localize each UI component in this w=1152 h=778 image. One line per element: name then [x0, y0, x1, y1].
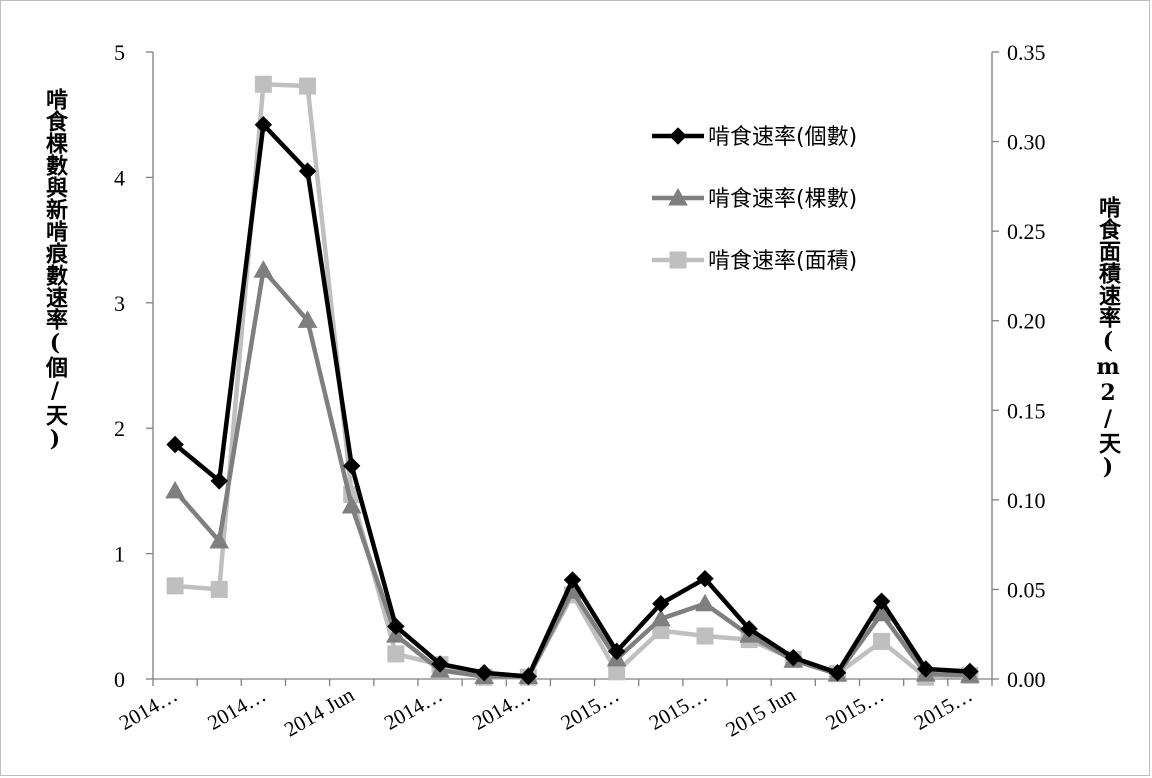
y-left-tick-label: 4: [114, 165, 125, 190]
data-point: [387, 617, 405, 636]
data-point: [650, 608, 671, 627]
x-tick-label: 2014…: [380, 683, 447, 735]
y-axis-left-label: 啃食棵數與新啃痕數速率(個/天): [42, 88, 68, 452]
y-left-tick-label: 5: [114, 40, 125, 65]
y-left-tick-label: 0: [114, 667, 125, 692]
y-right-tick-label: 0.25: [1007, 219, 1046, 244]
data-point: [298, 162, 317, 180]
x-tick-label: 2015 Jun: [722, 682, 801, 741]
series-group: [165, 75, 980, 686]
y-right-tick-label: 0.15: [1007, 398, 1046, 423]
data-point: [917, 660, 935, 678]
data-point: [209, 531, 230, 549]
x-tick-label: 2014…: [203, 683, 270, 735]
series-1: [166, 116, 979, 686]
data-point: [961, 662, 979, 681]
data-point: [696, 569, 714, 588]
data-point: [341, 495, 362, 514]
y-right-tick-label: 0.35: [1007, 40, 1046, 65]
data-point: [210, 580, 228, 598]
x-tick-label: 2015…: [910, 683, 977, 735]
data-point: [740, 620, 758, 638]
series-2: [165, 260, 980, 684]
data-point: [254, 75, 272, 93]
x-tick-label: 2014…: [115, 683, 182, 735]
data-point: [343, 457, 361, 475]
data-point: [166, 435, 184, 454]
data-point: [475, 664, 493, 682]
data-point: [166, 577, 184, 595]
x-tick-label: 2015…: [557, 683, 624, 735]
data-point: [784, 648, 802, 667]
legend: 啃食速率(個數) 啃食速率(棵數) 啃食速率(面積): [652, 125, 857, 274]
legend-swatch-marker: [669, 251, 687, 269]
legend-item-3: 啃食速率(面積): [652, 249, 857, 274]
legend-swatch-marker: [668, 187, 688, 206]
data-point: [563, 571, 582, 589]
data-point: [254, 116, 273, 134]
legend-label: 啃食速率(面積): [708, 249, 857, 274]
data-point: [828, 664, 847, 682]
data-point: [652, 595, 670, 613]
y-left-tick-label: 3: [114, 291, 125, 316]
y-right-tick-label: 0.20: [1007, 309, 1046, 334]
data-point: [695, 593, 715, 612]
x-tick-label: 2014 Jun: [280, 682, 359, 741]
data-point: [210, 472, 228, 490]
data-point: [519, 667, 538, 686]
data-point: [872, 592, 891, 610]
legend-swatch-marker: [669, 127, 687, 145]
y-right-tick-label: 0.00: [1007, 667, 1046, 692]
data-point: [873, 632, 891, 650]
y-left-tick-label: 2: [114, 416, 125, 441]
data-point: [253, 260, 274, 278]
data-point: [696, 627, 714, 645]
series-line: [173, 267, 970, 679]
x-tick-label: 2014…: [468, 683, 535, 735]
data-point: [165, 480, 185, 499]
x-tick-label: 2015…: [822, 683, 889, 735]
x-tick-label: 2015…: [645, 683, 712, 735]
legend-item-1: 啃食速率(個數): [652, 125, 857, 150]
data-point: [297, 310, 318, 328]
legend-label: 啃食速率(個數): [708, 125, 857, 150]
legend-item-2: 啃食速率(棵數): [652, 187, 857, 212]
data-point: [387, 645, 405, 663]
y-right-tick-label: 0.10: [1007, 488, 1046, 513]
legend-label: 啃食速率(棵數): [708, 187, 857, 212]
y-right-tick-label: 0.30: [1007, 130, 1046, 155]
y-right-tick-label: 0.05: [1007, 577, 1046, 602]
data-point: [607, 642, 626, 661]
y-axis-right-label: 啃食面積速率(m2/天): [1095, 196, 1121, 480]
data-point: [299, 77, 317, 95]
y-left-tick-label: 1: [114, 542, 125, 567]
data-point: [431, 655, 449, 673]
